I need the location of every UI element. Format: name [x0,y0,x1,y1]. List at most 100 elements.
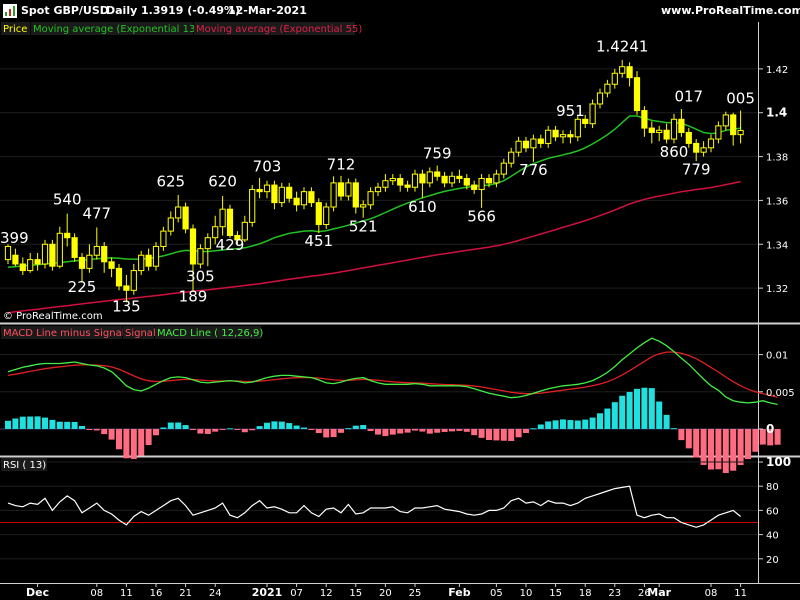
candle-body-up [559,134,567,138]
price-annotation: 1.4241 [596,37,649,55]
candle-body-up [611,72,618,85]
candle-body-down [456,175,463,180]
macd-histogram-bar [212,428,219,432]
candle-body-up [493,173,500,184]
candle [219,196,226,236]
quote-change: 1.3919 (-0.49%) [141,4,241,17]
candle-body-up [589,103,596,125]
candle [522,136,530,153]
candle-body-down [71,237,78,258]
date-tick-label: 18 [579,588,592,599]
candle [182,202,189,234]
rsi-tick-label: 20 [766,555,779,566]
price-annotation: 399 [0,229,29,247]
candle [707,134,715,153]
candle-body-up [197,248,204,265]
candle [160,226,167,251]
candle [559,130,567,144]
macd-histogram-bar [264,422,270,429]
date-tick-label: 2021 [252,586,283,599]
price-annotation: 776 [519,161,548,179]
macd-histogram-bar [560,419,566,429]
price-tick-label: 1.34 [766,240,788,251]
candle-body-up [545,129,552,144]
candle-body-up [500,162,507,175]
macd-histogram-bar [86,428,93,430]
macd-histogram-bar [604,408,611,429]
legend-macd-hist: MACD Line minus Signal [3,328,124,339]
price-annotation: 620 [208,172,237,190]
candle [330,176,337,212]
candle-body-up [27,259,34,272]
candle-body-up [574,118,581,138]
macd-histogram-bar [367,428,374,432]
macd-histogram-bar [589,417,596,429]
macd-histogram-bar [537,424,544,429]
price-annotation: 017 [674,87,703,105]
price-annotation: 712 [327,155,356,173]
rsi-tick-label: 100 [766,455,791,469]
candle [611,68,618,89]
candle [419,169,426,199]
candle [537,134,544,148]
macd-histogram-bar [315,428,322,434]
macd-histogram-bar [634,388,640,429]
candle-body-down [64,232,71,239]
candle [115,264,123,291]
candle [508,147,515,168]
candle-body-up [411,173,419,188]
macd-histogram-bar [352,425,359,429]
legend-macd-line: MACD Line ( 12,26,9) [157,328,263,339]
candle [567,130,574,144]
candle [485,174,493,188]
candle [19,257,26,275]
price-annotation: 625 [156,172,185,190]
macd-tick-label: 0 [766,422,774,436]
candle [337,175,345,201]
macd-histogram-bar [641,387,648,429]
candle-body-down [101,245,108,263]
macd-histogram-bar [49,419,56,429]
candle-body-down [471,184,478,190]
candle-body-up [175,206,182,219]
site-url[interactable]: www.ProRealTime.com [661,4,800,17]
candle-body-up [167,217,174,232]
macd-histogram-bar [759,428,766,445]
macd-histogram-bar [204,428,211,434]
macd-histogram-bar [249,428,256,431]
candle [404,180,411,192]
macd-histogram-bar [404,428,411,433]
candle [241,215,248,243]
candle [463,174,470,190]
candle-body-up [345,182,352,197]
candle [389,174,396,186]
candle-body-down [419,173,426,184]
macd-histogram-bar [678,428,685,441]
candle [574,114,581,142]
candle [286,182,293,203]
macd-histogram-bar [382,428,389,437]
candle [41,239,49,269]
rsi-tick-label: 60 [766,506,779,517]
candle-body-down [552,129,559,138]
candle-body-up [93,245,100,256]
macd-tick-label: 0.005 [766,388,795,399]
price-annotation: 779 [682,160,711,178]
macd-histogram-bar [153,428,159,436]
candle-body-up [360,204,367,208]
candle-body-up [737,129,744,136]
candle-body-up [219,208,226,228]
candle [138,250,145,275]
candle-body-up [160,230,167,247]
candle-body-down [226,208,234,236]
macd-histogram-bar [389,428,396,435]
candle-body-down [123,285,130,291]
price-tick-label: 1.4 [766,106,787,120]
date-tick-label: 21 [179,588,192,599]
candle [4,244,12,264]
legend-price: Price [3,24,27,35]
candle [374,182,382,197]
candle [78,253,86,283]
macd-histogram-bar [256,426,263,429]
price-annotation: 566 [467,207,496,225]
